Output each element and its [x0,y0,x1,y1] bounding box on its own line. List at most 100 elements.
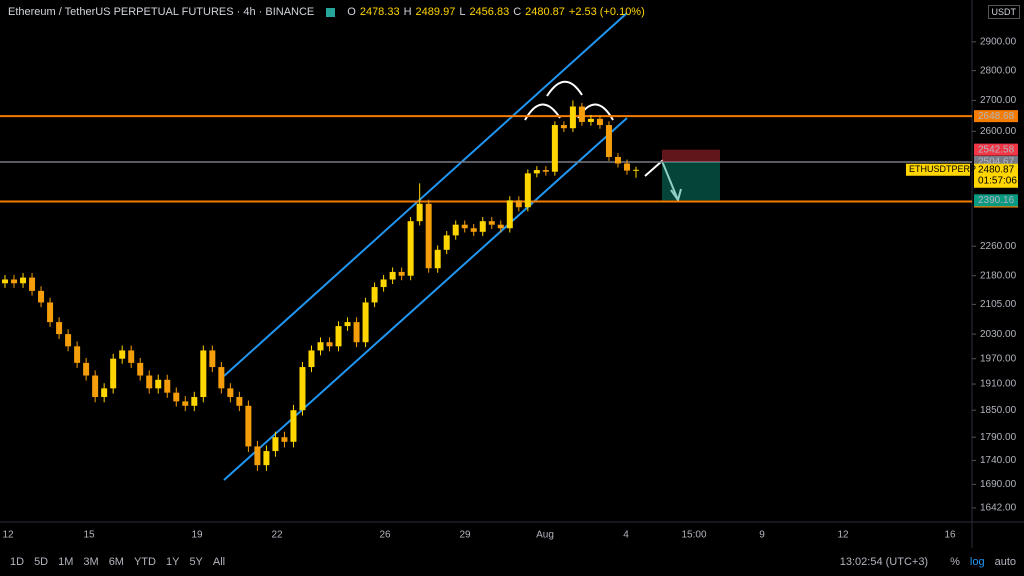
candle-body [83,362,90,376]
candle-body [227,388,234,398]
candle-body [137,362,144,376]
percent-toggle[interactable]: % [950,556,960,568]
x-tick-label: 15:00 [681,530,706,541]
candle-body [335,326,342,347]
countdown: 01:57:06 [978,175,1017,186]
range-button[interactable]: 3M [83,556,99,568]
ohlc-high: 2489.97 [415,6,456,18]
range-button[interactable]: 5D [34,556,49,568]
x-tick-label: 16 [944,530,956,541]
candle-body [497,224,504,229]
candle-body [461,224,468,229]
price-label: 2542.58 [978,144,1015,155]
ohlc-open: 2478.33 [359,6,400,18]
y-tick-label: 2260.00 [980,241,1017,252]
range-button[interactable]: 1Y [165,556,180,568]
candle-body [488,221,495,225]
y-tick-label: 1690.00 [980,479,1017,490]
y-tick-label: 1642.00 [980,503,1017,514]
currency-badge[interactable]: USDT [987,5,1020,19]
candle-body [326,342,333,347]
candle-body [605,125,612,157]
candle-body [308,350,315,368]
candle-body [290,410,297,442]
auto-toggle[interactable]: auto [994,556,1016,568]
ohlc-change: +2.53 (+0.10%) [568,6,645,18]
x-tick-label: Aug [536,530,554,541]
candle-body [236,397,243,406]
x-tick-label: 9 [759,530,765,541]
price-label: 2504.67 [978,157,1015,168]
candle-body [164,379,171,393]
candle-body [281,437,288,442]
ohlc-letter: H [403,6,412,18]
candle-body [533,170,540,174]
x-tick-label: 22 [271,530,283,541]
x-tick-label: 12 [837,530,849,541]
candle-body [38,290,45,303]
candle-body [65,334,72,347]
symbol-label: ETHUSDTPERP [909,164,976,174]
ohlc-letter: O [347,6,356,18]
candle-body [380,279,387,288]
candle-body [542,170,549,172]
clock: 13:02:54 (UTC+3) [839,556,929,568]
y-tick-label: 2800.00 [980,65,1017,76]
y-tick-label: 2600.00 [980,126,1017,137]
target-zone [662,161,720,201]
header: Ethereum / TetherUS PERPETUAL FUTURES · … [8,6,645,18]
range-button[interactable]: YTD [133,556,156,568]
symbol-title[interactable]: Ethereum / TetherUS PERPETUAL FUTURES · … [8,6,315,18]
candle-body [398,271,405,276]
chart: 2900.00 2800.00 2700.00 2600.00 2260.00 2180.… [0,0,1024,548]
candle-body [272,437,279,452]
x-tick-label: 29 [459,530,471,541]
ohlc-letter: C [513,6,522,18]
y-tick-label: 2180.00 [980,270,1017,281]
candle-body [434,249,441,269]
stop-zone [662,149,720,162]
candle-body [101,388,108,398]
candle-body [524,173,531,208]
range-button[interactable]: 5Y [189,556,203,568]
y-tick-label: 1970.00 [980,353,1017,364]
x-tick-label: 12 [2,530,14,541]
candle-body [74,346,81,363]
candle-body [506,200,513,229]
log-toggle[interactable]: log [969,556,985,568]
ohlc-low: 2456.83 [469,6,510,18]
candle-body [443,235,450,250]
candle-body [182,401,189,406]
ohlc-close: 2480.87 [525,6,565,18]
candle-body [578,106,585,122]
y-tick-label: 2105.00 [980,299,1017,310]
range-button[interactable]: 1M [58,556,74,568]
candle-body [2,279,8,284]
price-label-bg [974,110,1018,123]
y-tick-label: 1740.00 [980,455,1017,466]
candle-body [146,375,153,389]
candle-body [614,156,621,164]
candle-body [110,358,117,389]
candle-body [569,106,576,129]
y-tick-label: 1850.00 [980,405,1017,416]
x-tick-label: 26 [379,530,391,541]
last-price: 2480.87 [978,164,1015,175]
bottom-toolbar: 1D 5D 1M 3M 6M YTD 1Y 5Y All 13:02:54 (UTC+3)% log… [0,548,1024,576]
candle-body [254,446,261,466]
candle-body [416,203,423,222]
candle-body [155,379,162,389]
range-button[interactable]: All [212,556,226,568]
y-tick-label: 2900.00 [980,37,1017,48]
range-button[interactable]: 6M [108,556,124,568]
candle-body [389,271,396,280]
range-button[interactable]: 1D [10,556,25,568]
candle-body [56,322,63,335]
candle-body [344,322,351,327]
symbol-label-bg [906,163,970,176]
candle-body [29,277,36,291]
candle-body [11,279,18,284]
last-price-bg [974,163,1018,188]
x-tick-label: 15 [83,530,95,541]
